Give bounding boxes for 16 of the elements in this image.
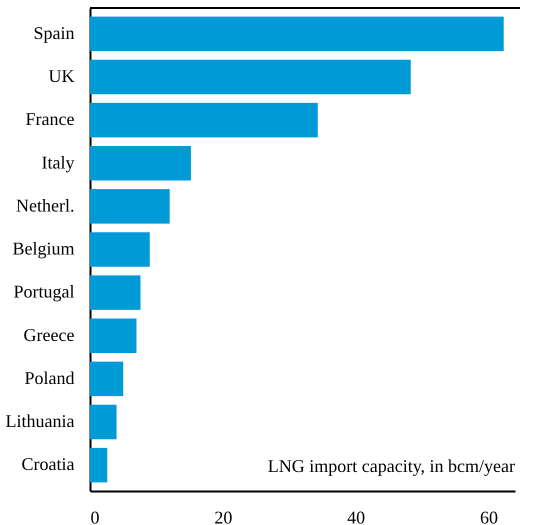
annotation: LNG import capacity, in bcm/year	[268, 456, 515, 476]
y-tick-label: Belgium	[12, 238, 74, 258]
y-tick-label: Spain	[33, 22, 74, 43]
y-tick-label: Italy	[42, 152, 74, 172]
y-tick-label: Lithuania	[6, 411, 75, 431]
x-tick-label: 20	[214, 508, 232, 525]
x-tick-label: 60	[480, 508, 498, 525]
y-tick-label: Netherl.	[16, 195, 74, 216]
y-tick-label: Poland	[24, 368, 74, 388]
y-tick-label: Croatia	[22, 454, 75, 474]
x-tick-label: 0	[90, 508, 100, 525]
y-tick-label: France	[26, 109, 74, 130]
y-tick-label: UK	[48, 66, 74, 86]
y-tick-label: Greece	[24, 324, 75, 345]
x-tick-label: 40	[347, 508, 366, 525]
y-tick-label: Portugal	[14, 282, 74, 302]
